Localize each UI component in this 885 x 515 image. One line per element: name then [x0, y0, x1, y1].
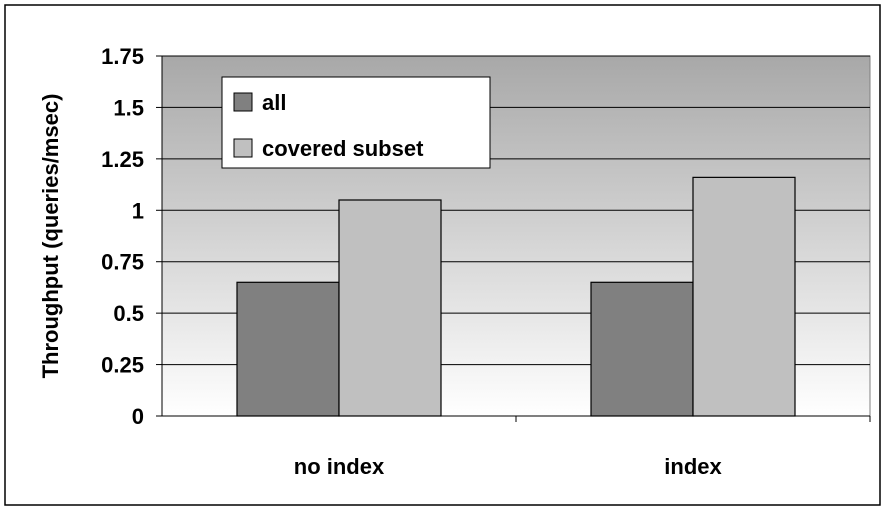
x-tick-label: index: [664, 454, 722, 479]
y-tick-labels: 0 0.25 0.5 0.75 1 1.25 1.5 1.75: [101, 44, 144, 429]
y-axis-label: Throughput (queries/msec): [38, 94, 63, 379]
bars: [236, 176, 796, 417]
y-tick-label: 0.75: [101, 250, 144, 275]
legend-label-all: all: [262, 90, 286, 115]
legend-swatch-covered-subset: [233, 138, 253, 158]
legend: all covered subset: [221, 76, 491, 169]
y-tick-label: 0.25: [101, 353, 144, 378]
y-tick-label: 0: [132, 404, 144, 429]
legend-label-covered-subset: covered subset: [262, 136, 424, 161]
legend-swatch-all: [233, 92, 253, 112]
axes: [156, 55, 871, 422]
y-tick-label: 1: [132, 198, 144, 223]
bar-covered-subset: [338, 199, 442, 417]
x-tick-labels: no index index: [294, 454, 723, 479]
y-tick-label: 1.75: [101, 44, 144, 69]
bar-covered-subset: [692, 176, 796, 417]
bar-all: [590, 281, 694, 417]
y-tick-label: 1.25: [101, 147, 144, 172]
bar-all: [236, 281, 340, 417]
legend-box: [221, 76, 491, 169]
x-tick-label: no index: [294, 454, 385, 479]
y-tick-label: 1.5: [113, 95, 144, 120]
y-tick-label: 0.5: [113, 301, 144, 326]
